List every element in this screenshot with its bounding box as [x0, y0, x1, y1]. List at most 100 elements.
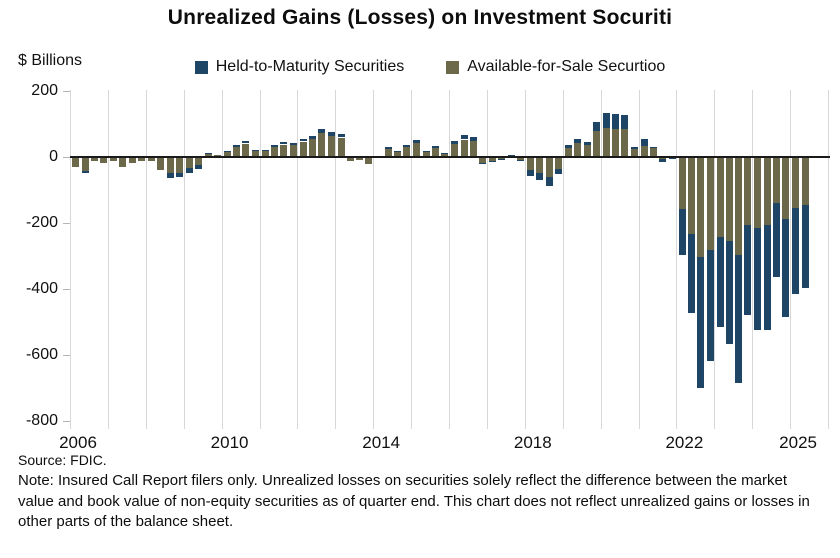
bar-htm-2019Q4 — [592, 121, 600, 131]
bar-htm-2021Q2 — [650, 146, 657, 149]
legend-item-available-for-sale: Available-for-Sale Securtioo — [446, 58, 665, 76]
gridline-2007 — [107, 90, 109, 429]
bar-htm-2018Q4 — [554, 168, 562, 174]
chart-title: Unrealized Gains (Losses) on Investment … — [167, 6, 673, 29]
gridline-2012 — [297, 90, 299, 429]
bar-afs-2013Q3 — [356, 157, 364, 160]
htm-series-label: Held-to-Maturity Securities — [215, 58, 405, 75]
bar-afs-2008Q2 — [157, 157, 165, 170]
bar-htm-2015Q2 — [422, 150, 430, 152]
bar-htm-2014Q2 — [384, 147, 392, 150]
bar-htm-2012Q3 — [318, 128, 326, 134]
bar-afs-2016Q3 — [469, 140, 477, 157]
gridline-2016 — [449, 90, 450, 429]
bar-afs-2012Q2 — [308, 138, 316, 157]
bar-afs-2006Q4 — [100, 157, 108, 163]
y-tick-mark — [63, 223, 70, 224]
bar-afs-2011Q1 — [261, 151, 269, 157]
bar-afs-2007Q3 — [128, 157, 136, 163]
bar-afs-2016Q2 — [460, 139, 468, 157]
bar-htm-2022Q2 — [687, 234, 695, 314]
bar-afs-2015Q1 — [413, 143, 421, 157]
bar-htm-2010Q3 — [242, 140, 250, 144]
gridline-2009 — [183, 90, 185, 429]
bar-afs-2020Q2 — [612, 128, 620, 157]
x-tick-label-2025: 2025 — [779, 433, 817, 452]
gridline-2008 — [145, 90, 147, 429]
bar-htm-2012Q1 — [299, 138, 307, 142]
bar-afs-2021Q1 — [640, 146, 648, 157]
bar-afs-2015Q3 — [431, 148, 439, 157]
bar-htm-2024Q1 — [754, 227, 762, 331]
bar-htm-2022Q4 — [706, 250, 714, 361]
bar-htm-2017Q3 — [507, 155, 515, 156]
bar-htm-2011Q3 — [280, 141, 288, 145]
x-tick-label-2006: 2006 — [59, 433, 97, 452]
legend: Held-to-Maturity Securities Available-fo… — [70, 58, 790, 76]
bar-afs-2009Q1 — [185, 157, 193, 169]
y-axis-unit-label: $ Billions — [18, 52, 83, 69]
bar-afs-2025Q1 — [792, 157, 800, 209]
bar-htm-2012Q2 — [308, 135, 316, 139]
bar-htm-2023Q2 — [725, 240, 733, 344]
bar-afs-2006Q2 — [81, 157, 89, 171]
bar-htm-2023Q1 — [716, 236, 724, 327]
htm-series-swatch-icon — [194, 60, 208, 74]
bar-afs-2024Q1 — [754, 157, 762, 228]
bar-htm-2018Q3 — [545, 176, 553, 186]
gridline-2019 — [562, 90, 564, 429]
x-tick-label-2018: 2018 — [513, 433, 552, 452]
bar-htm-2008Q3 — [166, 173, 174, 179]
bar-htm-2011Q2 — [271, 144, 278, 147]
bar-htm-2008Q4 — [175, 173, 183, 178]
bar-htm-2016Q2 — [460, 134, 468, 140]
bar-htm-2012Q4 — [327, 132, 335, 136]
bar-htm-2016Q3 — [469, 136, 477, 141]
x-tick-label-2010: 2010 — [210, 433, 249, 452]
bar-afs-2009Q4 — [213, 154, 221, 157]
bar-htm-2020Q2 — [612, 114, 620, 129]
bar-afs-2019Q3 — [583, 145, 591, 157]
bar-htm-2010Q1 — [223, 150, 231, 152]
bar-afs-2021Q2 — [650, 148, 657, 157]
bar-afs-2016Q1 — [451, 144, 459, 157]
bar-afs-2011Q4 — [289, 145, 297, 157]
note-text: Note: Insured Call Report filers only. U… — [18, 472, 810, 531]
bar-htm-2018Q1 — [527, 169, 534, 176]
bar-afs-2015Q2 — [422, 152, 430, 158]
bar-htm-2013Q1 — [337, 134, 345, 138]
legend-item-held-to-maturity: Held-to-Maturity Securities — [194, 58, 405, 76]
bar-htm-2020Q4 — [630, 147, 638, 149]
gridline-2015 — [411, 90, 413, 429]
bar-htm-2015Q3 — [431, 146, 439, 149]
bar-afs-2010Q2 — [233, 146, 241, 157]
bar-htm-2022Q1 — [678, 208, 686, 255]
bar-afs-2012Q1 — [299, 141, 307, 157]
gridline-2017 — [486, 90, 488, 429]
bar-afs-2017Q4 — [517, 157, 524, 160]
bar-afs-2010Q1 — [223, 151, 231, 157]
y-tick-label: -400 — [25, 280, 58, 297]
y-tick-mark — [63, 289, 70, 290]
bar-htm-2024Q4 — [782, 218, 790, 317]
bar-afs-2024Q2 — [763, 157, 771, 226]
bar-htm-2024Q2 — [763, 225, 771, 330]
bar-htm-2020Q3 — [621, 115, 629, 129]
bar-afs-2011Q2 — [271, 146, 278, 157]
bar-htm-2009Q2 — [195, 164, 203, 170]
bar-htm-2019Q3 — [583, 141, 591, 146]
bar-htm-2016Q4 — [479, 162, 487, 164]
bar-htm-2014Q4 — [403, 145, 411, 148]
gridline-2006 — [70, 90, 71, 429]
bar-htm-2025Q2 — [801, 205, 809, 288]
bar-afs-2023Q4 — [744, 157, 752, 225]
bar-htm-2019Q1 — [564, 145, 572, 148]
y-tick-label: -600 — [25, 346, 58, 363]
bar-htm-2023Q4 — [744, 225, 752, 316]
bar-afs-2023Q2 — [725, 157, 733, 241]
gridline-2020 — [600, 90, 602, 429]
gridline-2021 — [638, 90, 640, 429]
y-tick-mark — [63, 421, 70, 422]
gridline-2010 — [221, 90, 223, 429]
